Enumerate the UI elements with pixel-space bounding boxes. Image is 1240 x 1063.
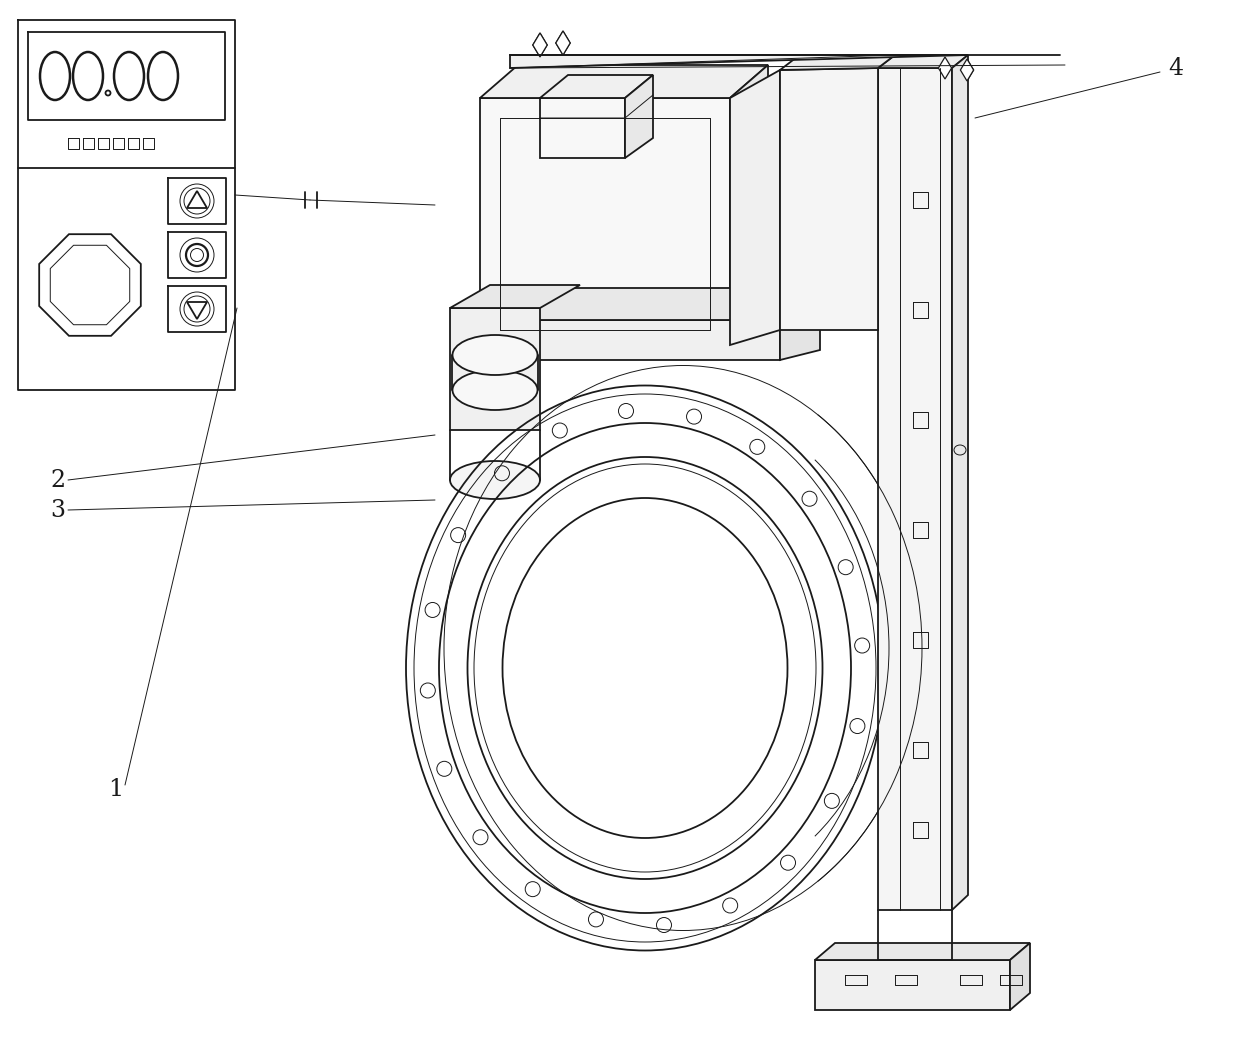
Polygon shape xyxy=(878,68,952,910)
Ellipse shape xyxy=(453,335,537,375)
Polygon shape xyxy=(780,288,820,360)
Polygon shape xyxy=(450,308,539,431)
Polygon shape xyxy=(815,960,1011,1010)
Polygon shape xyxy=(625,75,653,158)
Polygon shape xyxy=(939,57,951,79)
Text: 2: 2 xyxy=(50,469,66,491)
Polygon shape xyxy=(952,55,968,910)
Polygon shape xyxy=(470,288,820,320)
Polygon shape xyxy=(533,33,547,57)
Polygon shape xyxy=(939,57,951,79)
Text: 4: 4 xyxy=(1168,56,1183,80)
Ellipse shape xyxy=(453,370,537,410)
Polygon shape xyxy=(539,98,625,158)
Polygon shape xyxy=(510,55,968,68)
Polygon shape xyxy=(730,65,768,345)
Polygon shape xyxy=(815,943,1030,960)
Polygon shape xyxy=(878,55,968,68)
Polygon shape xyxy=(533,33,547,57)
Text: 1: 1 xyxy=(108,778,123,802)
Polygon shape xyxy=(961,60,973,81)
Polygon shape xyxy=(780,68,878,330)
Polygon shape xyxy=(730,70,780,345)
Polygon shape xyxy=(480,65,768,98)
Ellipse shape xyxy=(450,461,539,499)
Polygon shape xyxy=(556,31,570,55)
Polygon shape xyxy=(780,55,895,70)
Polygon shape xyxy=(961,60,973,81)
Text: 3: 3 xyxy=(50,499,64,522)
Polygon shape xyxy=(556,31,570,55)
Polygon shape xyxy=(1011,943,1030,1010)
Polygon shape xyxy=(480,98,730,345)
Polygon shape xyxy=(450,285,580,308)
Polygon shape xyxy=(470,320,780,360)
Polygon shape xyxy=(539,75,653,98)
